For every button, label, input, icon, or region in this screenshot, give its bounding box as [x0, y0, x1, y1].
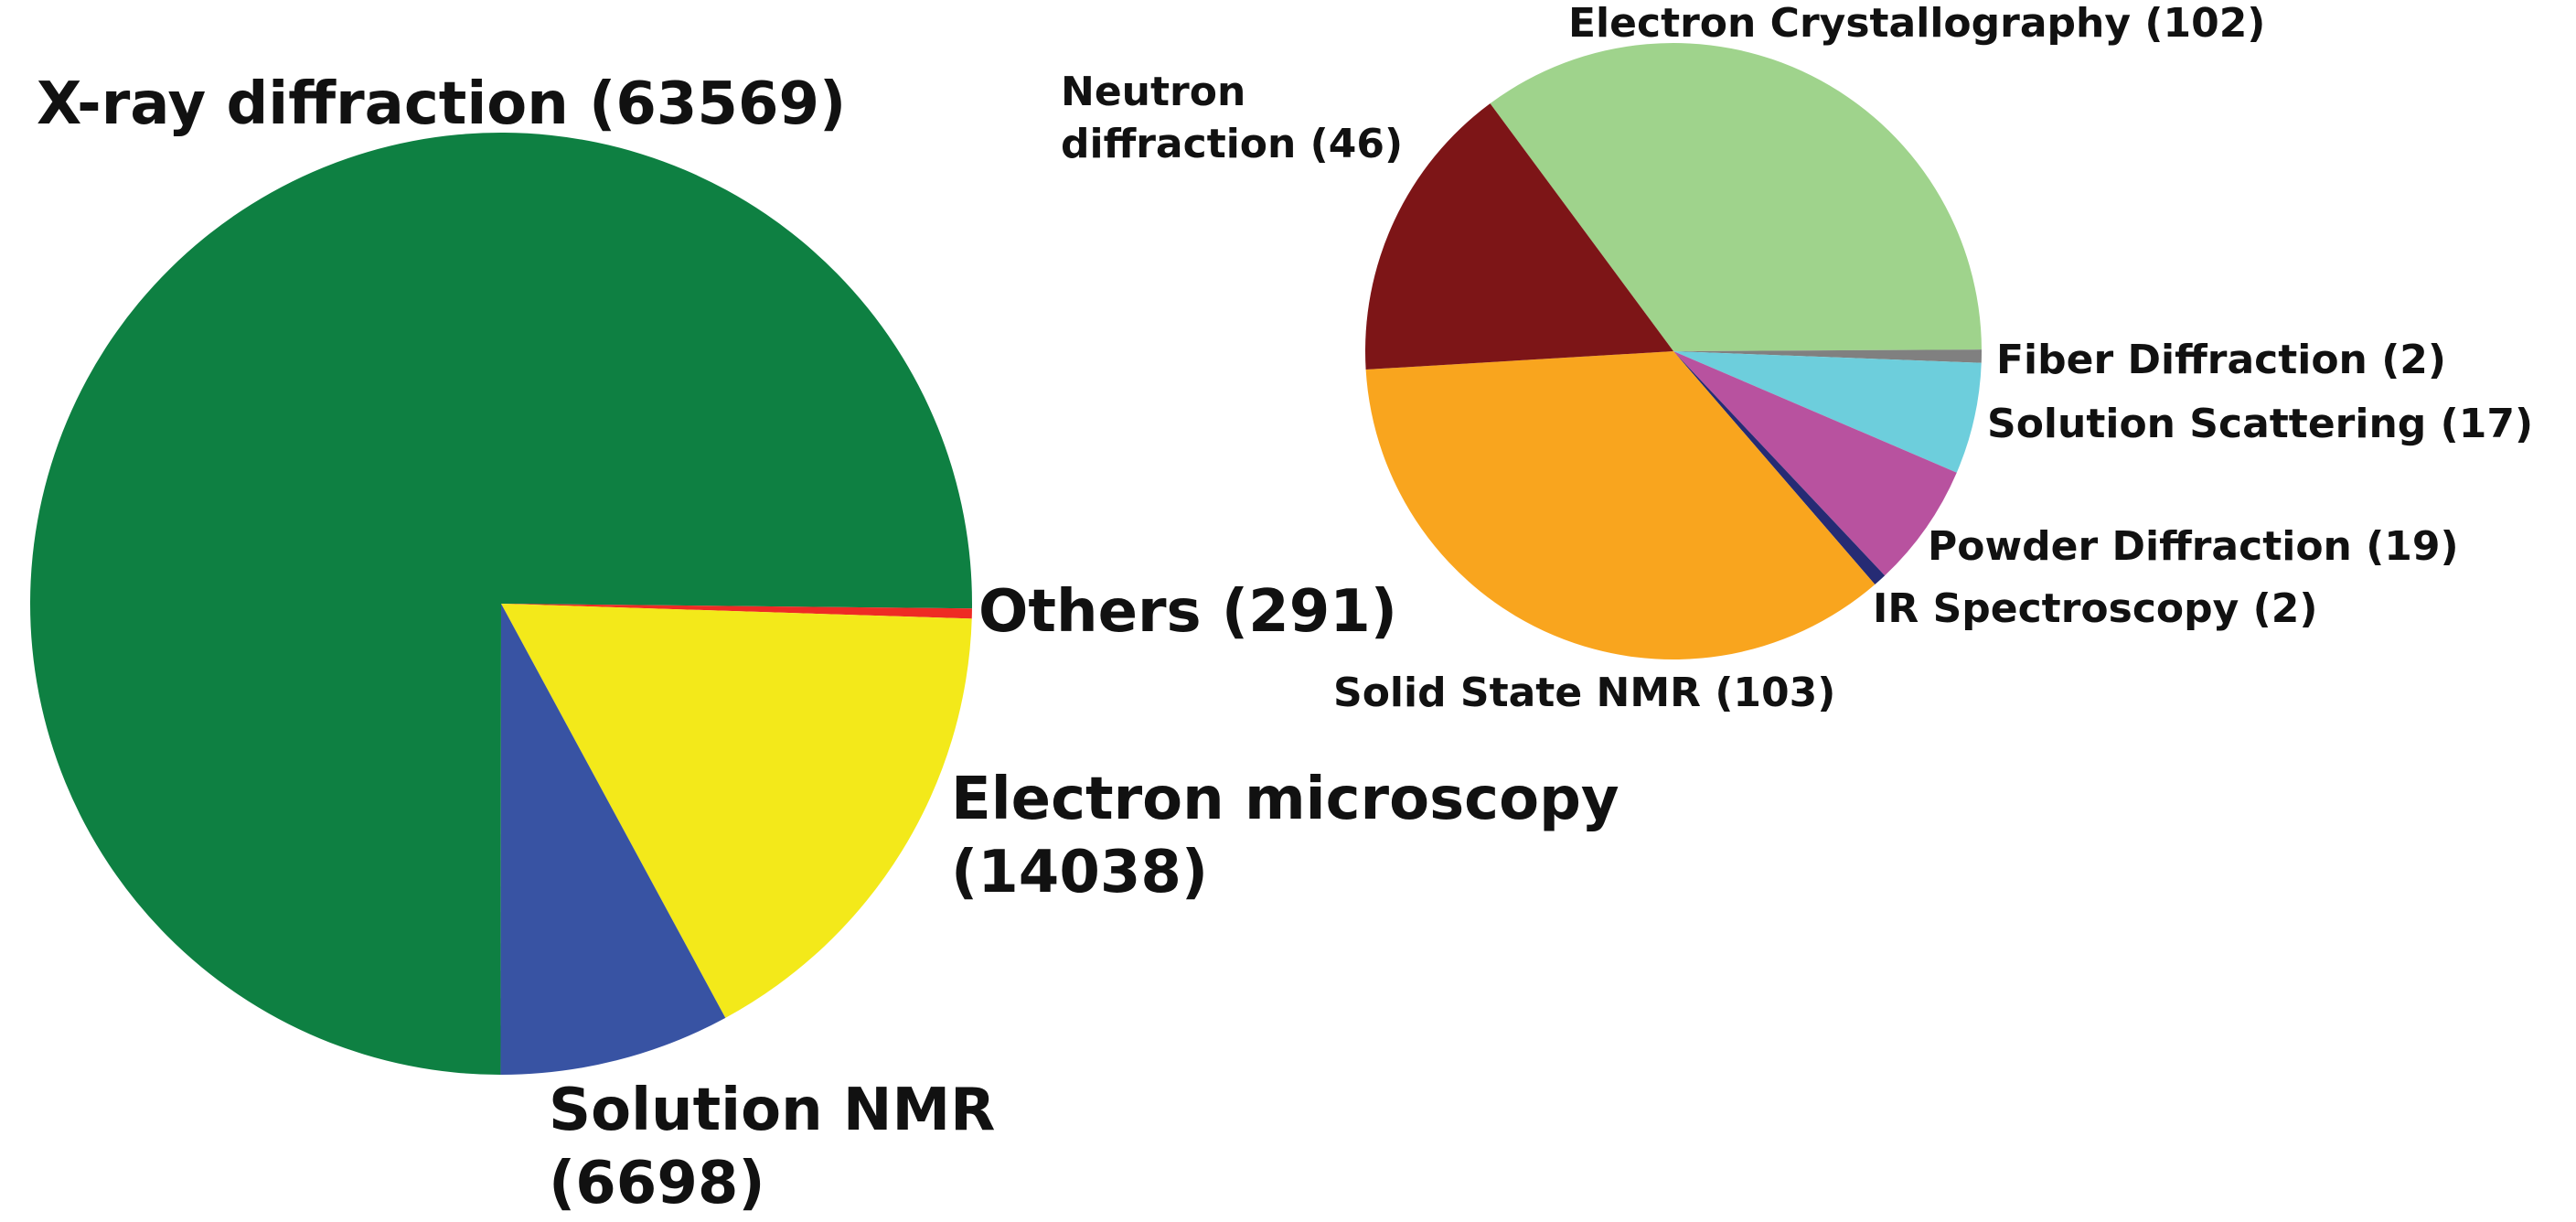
pie-slice-solution-scattering-17: [1673, 351, 1982, 473]
pie-slice-neutron-diffraction-46: [1365, 103, 1673, 370]
label-fiber-diffraction: Fiber Diffraction (2): [1996, 337, 2446, 383]
pie-slice-solution-nmr-6698: [500, 604, 726, 1076]
label-neutron-diffraction-line2: diffraction (46): [1061, 121, 1403, 167]
label-solution-nmr-line1: Solution NMR: [549, 1077, 995, 1144]
label-powder-diffraction: Powder Diffraction (19): [1928, 523, 2459, 570]
label-ir-spectroscopy: IR Spectroscopy (2): [1873, 585, 2317, 632]
pie-slice-fiber-diffraction-2: [1673, 349, 1982, 363]
label-others: Others (291): [978, 578, 1397, 646]
pie-main: [29, 133, 972, 1076]
pie-slice-electron-crystallography-102: [1490, 42, 1982, 351]
label-neutron-diffraction-line1: Neutron: [1061, 69, 1245, 115]
label-electron-microscopy-line2: (14038): [951, 839, 1208, 906]
pie-slice-ir-spectroscopy-2: [1673, 351, 1886, 584]
pie-slice-others-291: [501, 604, 972, 619]
label-solid-state-nmr: Solid State NMR (103): [1333, 670, 1835, 716]
pie-slice-x-ray-diffraction-63569: [29, 133, 972, 1075]
label-solution-scattering: Solution Scattering (17): [1987, 401, 2533, 447]
pie-slice-powder-diffraction-19: [1673, 351, 1957, 576]
label-xray-diffraction: X-ray diffraction (63569): [37, 70, 846, 138]
pie-slice-electron-microscopy-14038: [501, 604, 972, 1018]
pie-slice-solid-state-nmr-103: [1365, 351, 1876, 659]
label-electron-microscopy-line1: Electron microscopy: [951, 766, 1619, 833]
label-electron-crystallography: Electron Crystallography (102): [1568, 0, 2265, 47]
label-solution-nmr-line2: (6698): [549, 1150, 765, 1217]
pie-others-breakdown: [1365, 42, 1982, 659]
